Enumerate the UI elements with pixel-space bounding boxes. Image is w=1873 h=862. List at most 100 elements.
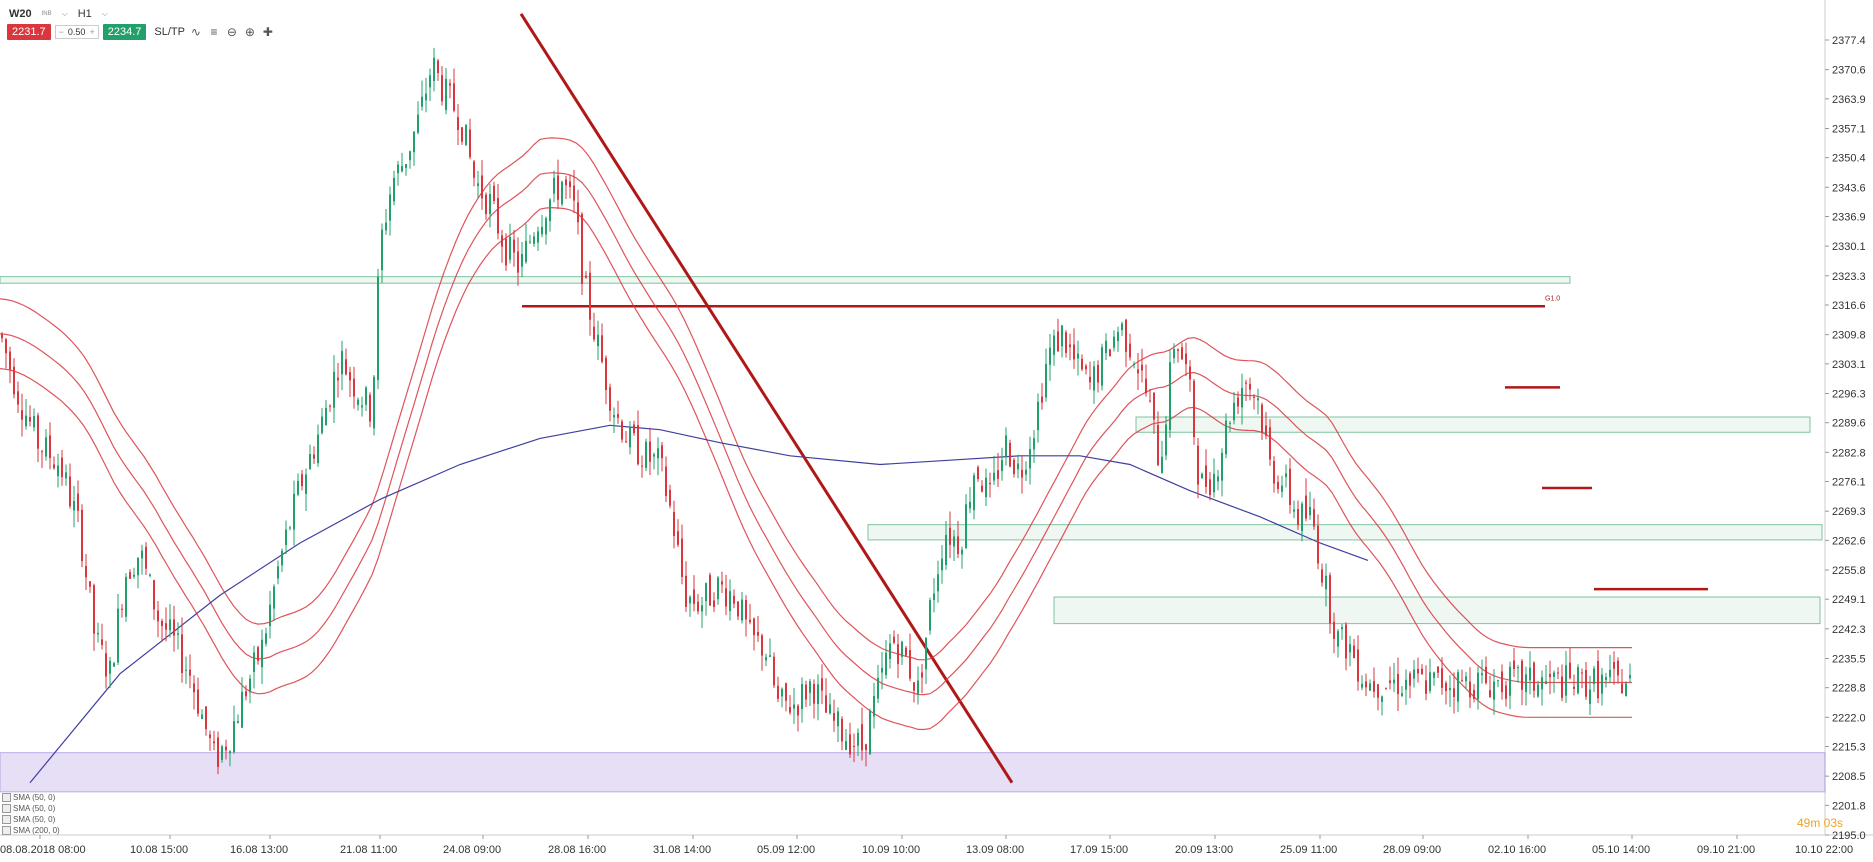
- line-chart-icon[interactable]: ∿: [190, 25, 201, 39]
- time-tick-label: 25.09 11:00: [1280, 844, 1337, 856]
- candle-bear: [773, 656, 775, 686]
- price-tick-label: 2350.4: [1832, 153, 1866, 165]
- candle-bull: [1545, 681, 1547, 685]
- candle-bear: [1513, 660, 1515, 670]
- symbol-label[interactable]: W20: [9, 8, 32, 20]
- candle-bear: [1245, 382, 1247, 384]
- candle-bull: [285, 529, 287, 545]
- buy-button[interactable]: 2234.7: [102, 24, 147, 40]
- candle-bear: [1109, 349, 1111, 357]
- candle-bear: [1137, 369, 1139, 374]
- candle-bull: [917, 680, 919, 695]
- price-tick-label: 2222.0: [1832, 712, 1866, 724]
- candle-bear: [353, 378, 355, 397]
- candle-bull: [701, 605, 703, 612]
- sltp-button[interactable]: SL/TP: [154, 26, 185, 38]
- indicator-item[interactable]: SMA (200, 0): [2, 825, 60, 836]
- candle-bear: [745, 599, 747, 620]
- candle-bear: [1453, 688, 1455, 697]
- candle-bear: [1617, 660, 1619, 676]
- indicator-item[interactable]: SMA (50, 0): [2, 803, 60, 814]
- candle-bull: [525, 240, 527, 262]
- candle-bull: [249, 678, 251, 693]
- candle-bear: [1209, 479, 1211, 495]
- candle-bull: [233, 721, 235, 752]
- candle-bull: [729, 591, 731, 611]
- candle-bear: [157, 610, 159, 622]
- zoom-in-icon[interactable]: ⊕: [244, 25, 255, 39]
- candle-bull: [597, 334, 599, 347]
- plus-icon[interactable]: +: [89, 27, 95, 37]
- indicator-toggle-icon[interactable]: [2, 793, 11, 802]
- candle-bear: [505, 238, 507, 266]
- indicator-toggle-icon[interactable]: [2, 804, 11, 813]
- candle-bull: [509, 236, 511, 260]
- time-tick-label: 28.08 16:00: [548, 844, 606, 856]
- candle-bear: [209, 734, 211, 738]
- indicator-toggle-icon[interactable]: [2, 815, 11, 824]
- candle-bear: [1441, 668, 1443, 688]
- candle-bull: [1309, 506, 1311, 516]
- candle-bull: [1413, 669, 1415, 679]
- candle-bear: [53, 464, 55, 469]
- candle-bear: [1317, 525, 1319, 564]
- symbol-dropdown-icon[interactable]: ⌵: [61, 9, 68, 18]
- candle-bull: [433, 57, 435, 81]
- candle-bear: [1357, 649, 1359, 682]
- price-tick-label: 2330.1: [1832, 241, 1866, 253]
- candle-bull: [1481, 673, 1483, 676]
- candle-bear: [257, 647, 259, 661]
- candle-bear: [897, 644, 899, 664]
- candle-bull: [969, 501, 971, 509]
- candle-bear: [1425, 680, 1427, 694]
- candle-bear: [1409, 673, 1411, 686]
- candle-bear: [981, 485, 983, 492]
- candle-bear: [761, 635, 763, 656]
- candle-bull: [1025, 469, 1027, 475]
- indicators-icon[interactable]: ≡: [210, 25, 218, 39]
- volume-stepper[interactable]: − 0.50 +: [54, 25, 99, 39]
- volume-value[interactable]: 0.50: [67, 27, 86, 37]
- candle-bear: [1501, 671, 1503, 693]
- price-tick-label: 2323.3: [1832, 271, 1866, 283]
- candle-bear: [753, 618, 755, 636]
- crosshair-icon[interactable]: ✚: [262, 25, 273, 39]
- candle-bull: [1541, 677, 1543, 690]
- timeframe-label[interactable]: H1: [77, 8, 92, 20]
- indicator-item[interactable]: SMA (50, 0): [2, 814, 60, 825]
- candle-bull: [1565, 665, 1567, 696]
- candle-bear: [589, 272, 591, 320]
- price-tick-label: 2316.6: [1832, 300, 1866, 312]
- minus-icon[interactable]: −: [58, 27, 64, 37]
- zoom-out-icon[interactable]: ⊖: [226, 25, 237, 39]
- candle-bull: [377, 276, 379, 381]
- candle-bear: [1345, 624, 1347, 659]
- timeframe-dropdown-icon[interactable]: ⌵: [101, 9, 108, 18]
- price-tick-label: 2377.4: [1832, 35, 1866, 47]
- candle-bull: [1229, 422, 1231, 424]
- candle-bull: [1625, 683, 1627, 697]
- level-label: G1.0: [1545, 295, 1560, 302]
- candle-bull: [653, 454, 655, 457]
- candle-bear: [129, 572, 131, 579]
- candle-bear: [573, 185, 575, 201]
- time-tick-label: 10.08 15:00: [130, 844, 188, 856]
- candle-bear: [1549, 673, 1551, 678]
- candle-bear: [1621, 683, 1623, 694]
- indicator-toggle-icon[interactable]: [2, 826, 11, 835]
- candle-bear: [685, 575, 687, 607]
- candle-bull: [177, 633, 179, 635]
- candle-bear: [437, 60, 439, 74]
- time-tick-label: 16.08 13:00: [230, 844, 288, 856]
- candle-bear: [1021, 469, 1023, 478]
- candle-bear: [1597, 660, 1599, 699]
- indicator-item[interactable]: SMA (50, 0): [2, 792, 60, 803]
- price-tick-label: 2343.6: [1832, 182, 1866, 194]
- candle-bear: [13, 366, 15, 395]
- candle-bull: [281, 550, 283, 566]
- candle-bull: [1477, 672, 1479, 700]
- candle-bear: [497, 197, 499, 234]
- candle-bear: [641, 465, 643, 467]
- sell-button[interactable]: 2231.7: [7, 24, 51, 40]
